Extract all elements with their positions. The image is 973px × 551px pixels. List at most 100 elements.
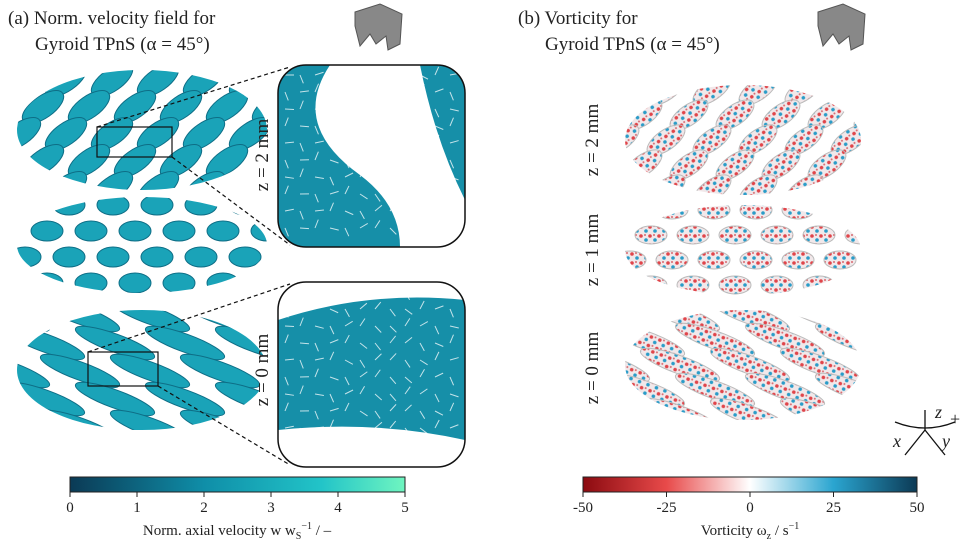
vector xyxy=(434,410,444,416)
vector xyxy=(389,285,397,293)
blob xyxy=(118,220,152,242)
vector xyxy=(374,67,382,76)
vector xyxy=(404,376,413,384)
colorbar-a xyxy=(69,476,406,493)
vector xyxy=(329,308,339,314)
vector xyxy=(344,227,350,237)
vector xyxy=(359,302,368,310)
vector xyxy=(359,168,365,178)
vector xyxy=(404,386,411,395)
vector xyxy=(359,371,368,378)
colorbar-tick-label: -50 xyxy=(573,500,593,516)
vector xyxy=(374,136,382,144)
blob xyxy=(30,220,64,242)
vector xyxy=(419,151,425,161)
blob xyxy=(17,70,42,97)
vector xyxy=(284,208,294,212)
colorbar-tick-label: 1 xyxy=(133,500,141,516)
inset-label: z = 2 mm xyxy=(252,119,273,192)
vector xyxy=(344,389,354,395)
blob xyxy=(162,220,196,242)
vector xyxy=(374,301,382,310)
vector xyxy=(344,159,350,169)
vector xyxy=(389,353,397,361)
blob xyxy=(709,347,791,383)
vector xyxy=(299,227,310,230)
vector xyxy=(449,376,455,386)
colorbar-tick-label: 0 xyxy=(746,500,754,516)
vector xyxy=(419,437,426,446)
vector xyxy=(389,393,397,402)
vector xyxy=(314,209,324,212)
vector xyxy=(374,284,382,293)
blob xyxy=(844,275,861,295)
vector xyxy=(314,325,324,329)
vector xyxy=(299,385,304,395)
blob xyxy=(744,322,826,358)
blob xyxy=(140,246,174,268)
vector xyxy=(389,136,397,144)
vector xyxy=(314,219,319,229)
vector xyxy=(314,410,319,420)
colorbar-tick-label: 4 xyxy=(334,500,342,516)
colorbar-tick-label: 50 xyxy=(910,500,925,516)
colorbar-label-b: Vorticity ωz / s−1 xyxy=(701,521,799,542)
row-label: z = 2 mm xyxy=(582,104,603,177)
blob xyxy=(802,225,836,245)
vector xyxy=(419,83,425,93)
vector xyxy=(374,353,382,361)
vector xyxy=(389,68,397,76)
vector xyxy=(404,101,411,110)
vector xyxy=(449,334,454,344)
vector xyxy=(374,125,381,134)
vector xyxy=(434,372,444,378)
vector xyxy=(449,444,455,454)
blob xyxy=(744,372,826,408)
vector xyxy=(284,308,289,318)
blob xyxy=(646,85,686,106)
blob xyxy=(739,250,773,270)
vector xyxy=(419,368,425,378)
vector xyxy=(359,222,368,229)
vector xyxy=(314,288,324,293)
vector xyxy=(374,108,382,116)
vector xyxy=(329,91,339,97)
blob xyxy=(697,250,731,270)
blob xyxy=(625,397,651,420)
blob xyxy=(144,325,226,361)
vector xyxy=(344,117,350,127)
blob xyxy=(760,275,794,295)
vector xyxy=(419,427,428,434)
vector xyxy=(374,342,381,351)
blob xyxy=(676,275,710,295)
vector xyxy=(404,91,413,98)
vector xyxy=(299,444,310,447)
blob xyxy=(814,322,861,358)
inset-label: z = 0 mm xyxy=(252,334,273,407)
vector xyxy=(359,101,366,110)
blob xyxy=(206,220,240,242)
vector xyxy=(374,325,382,333)
vector xyxy=(434,305,444,310)
vector xyxy=(434,222,443,229)
vector xyxy=(344,142,354,148)
vector xyxy=(314,176,324,179)
vector xyxy=(299,342,310,345)
vector xyxy=(449,325,459,329)
vector xyxy=(299,125,310,128)
vector xyxy=(329,122,339,127)
row-label: z = 0 mm xyxy=(582,332,603,405)
blob xyxy=(739,205,773,220)
vector xyxy=(284,393,294,396)
vector xyxy=(314,300,320,310)
vector xyxy=(299,317,304,327)
vector xyxy=(419,321,429,327)
blob xyxy=(17,353,51,389)
field xyxy=(625,85,861,195)
vector xyxy=(359,154,368,161)
vector xyxy=(344,359,354,365)
blob xyxy=(74,272,108,293)
blob xyxy=(853,149,861,181)
vector xyxy=(284,117,289,127)
vector xyxy=(449,357,459,361)
